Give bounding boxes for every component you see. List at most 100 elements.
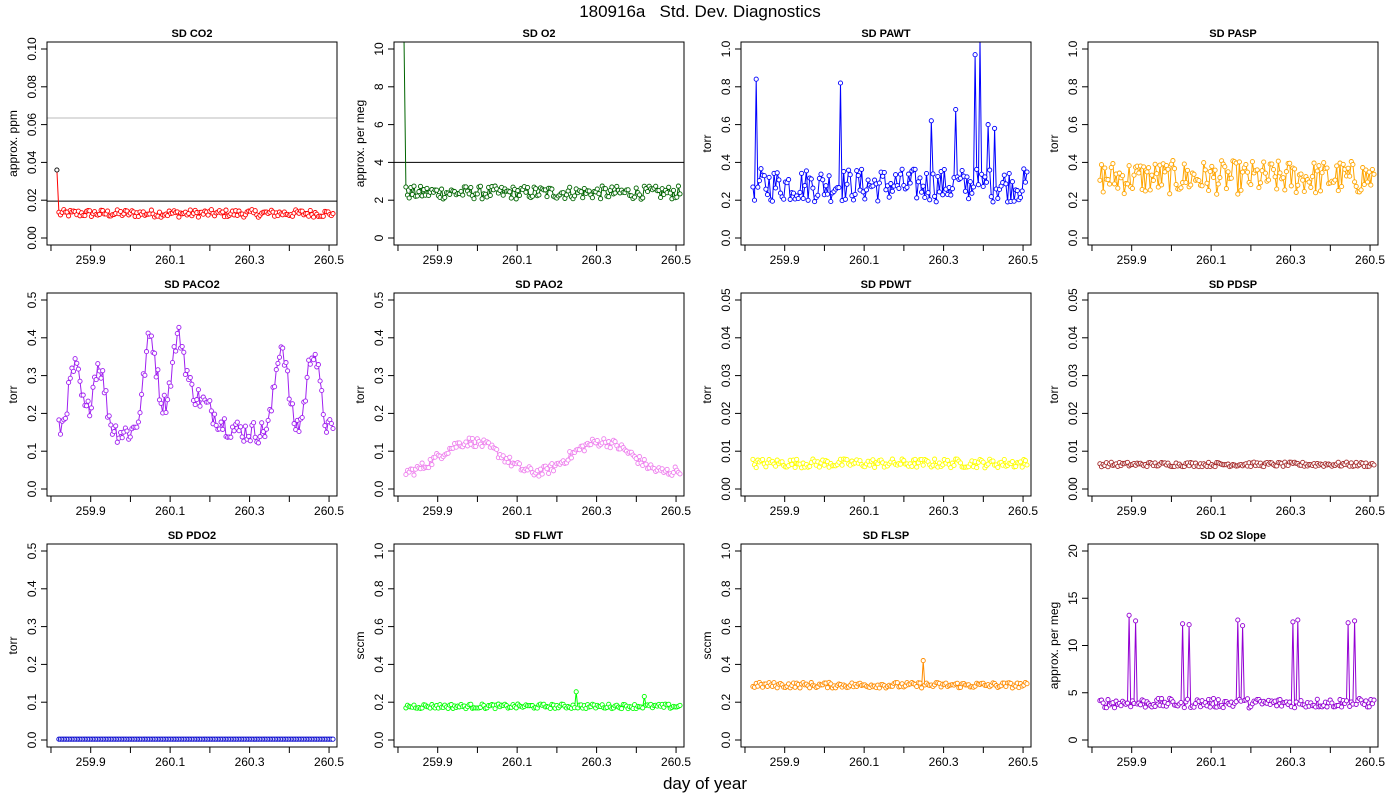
data-point xyxy=(872,464,878,470)
data-point xyxy=(636,454,643,460)
data-point xyxy=(756,178,762,184)
data-point xyxy=(1186,622,1192,628)
data-point xyxy=(927,197,933,203)
data-point xyxy=(985,122,991,128)
data-point xyxy=(547,705,553,712)
series-group xyxy=(56,736,336,742)
data-point xyxy=(1142,188,1148,194)
data-point xyxy=(1339,704,1345,710)
data-point xyxy=(275,360,281,366)
data-point xyxy=(912,166,918,172)
data-point xyxy=(330,425,336,432)
y-tick-label: 0.4 xyxy=(25,580,39,597)
data-point xyxy=(246,433,252,439)
x-tick-label: 260.5 xyxy=(1008,504,1038,518)
data-point xyxy=(1118,703,1124,709)
data-point xyxy=(1126,163,1132,169)
figure-xlabel: day of year xyxy=(662,774,748,793)
data-point xyxy=(479,443,485,449)
series-group xyxy=(750,42,1030,205)
data-point xyxy=(573,689,579,695)
y-tick-label: 20 xyxy=(1066,544,1080,558)
data-point xyxy=(184,367,190,374)
x-tick-label: 259.9 xyxy=(1117,253,1147,267)
y-tick-label: 0.03 xyxy=(1066,364,1080,388)
data-point xyxy=(990,199,996,205)
data-point xyxy=(1340,161,1346,167)
data-point xyxy=(774,170,780,176)
data-point xyxy=(1128,704,1134,710)
data-point xyxy=(1275,158,1281,164)
data-point xyxy=(105,208,111,214)
y-tick-label: 0.05 xyxy=(719,288,733,312)
data-point xyxy=(1345,620,1351,626)
panel-sd-o2-slope: SD O2 Slope approx. per meg 0 5 10 15 20 259.9 2… xyxy=(1047,530,1385,769)
data-point xyxy=(247,438,253,444)
data-point xyxy=(505,459,511,465)
data-point xyxy=(507,454,513,460)
data-point xyxy=(1178,699,1184,706)
series-group xyxy=(1097,459,1377,470)
data-point xyxy=(1244,696,1251,702)
data-point xyxy=(975,182,981,188)
data-point xyxy=(276,354,283,360)
data-point xyxy=(1369,166,1375,173)
data-point xyxy=(1301,188,1307,195)
y-tick-label: 0.4 xyxy=(372,656,386,673)
data-point xyxy=(317,378,323,384)
data-point xyxy=(135,419,141,425)
data-point xyxy=(434,187,440,193)
y-tick-label: 0.6 xyxy=(372,618,386,635)
data-point xyxy=(82,213,88,219)
data-point xyxy=(161,392,167,398)
data-point xyxy=(836,185,842,191)
data-point xyxy=(940,192,946,198)
data-point xyxy=(1358,187,1364,193)
data-point xyxy=(165,397,171,403)
data-point xyxy=(1105,697,1111,703)
data-point xyxy=(844,457,850,463)
panel-title: SD PDO2 xyxy=(168,530,216,542)
data-point xyxy=(447,191,453,197)
data-point xyxy=(589,195,595,201)
data-point xyxy=(1259,168,1265,174)
y-tick-label: 0.04 xyxy=(1066,326,1080,350)
data-point xyxy=(1345,165,1351,171)
data-point xyxy=(1314,168,1320,174)
y-tick-label: 0.5 xyxy=(25,291,39,308)
data-point xyxy=(970,184,977,190)
figure-title: 180916a Std. Dev. Diagnostics xyxy=(579,2,821,21)
data-point xyxy=(1152,161,1158,167)
data-point xyxy=(1102,165,1108,171)
y-tick-label: 0.0 xyxy=(25,480,39,497)
data-point xyxy=(320,213,326,219)
x-tick-label: 260.5 xyxy=(661,504,691,518)
x-tick-label: 260.5 xyxy=(661,755,691,769)
data-point xyxy=(1181,161,1187,167)
data-point xyxy=(416,189,422,195)
data-point xyxy=(1001,456,1007,463)
data-point xyxy=(1149,172,1155,178)
y-tick-label: 0 xyxy=(1066,736,1080,743)
data-point xyxy=(1159,182,1165,188)
data-point xyxy=(80,392,86,398)
data-point xyxy=(846,167,852,173)
data-point xyxy=(1120,173,1126,179)
data-point xyxy=(914,464,920,470)
x-tick-label: 259.9 xyxy=(770,755,800,769)
data-point xyxy=(1319,170,1325,176)
x-tick-label: 260.5 xyxy=(661,253,691,267)
data-point xyxy=(753,76,759,82)
data-point xyxy=(633,185,639,191)
data-point xyxy=(636,192,643,198)
data-point xyxy=(473,443,479,450)
data-point xyxy=(1363,698,1369,704)
data-point xyxy=(1103,705,1109,711)
data-point xyxy=(802,183,808,189)
data-point xyxy=(974,465,980,471)
data-point xyxy=(486,440,492,446)
data-point xyxy=(311,214,317,220)
data-point xyxy=(234,419,240,425)
y-axis-label: torr xyxy=(700,134,714,152)
data-point xyxy=(66,213,72,219)
